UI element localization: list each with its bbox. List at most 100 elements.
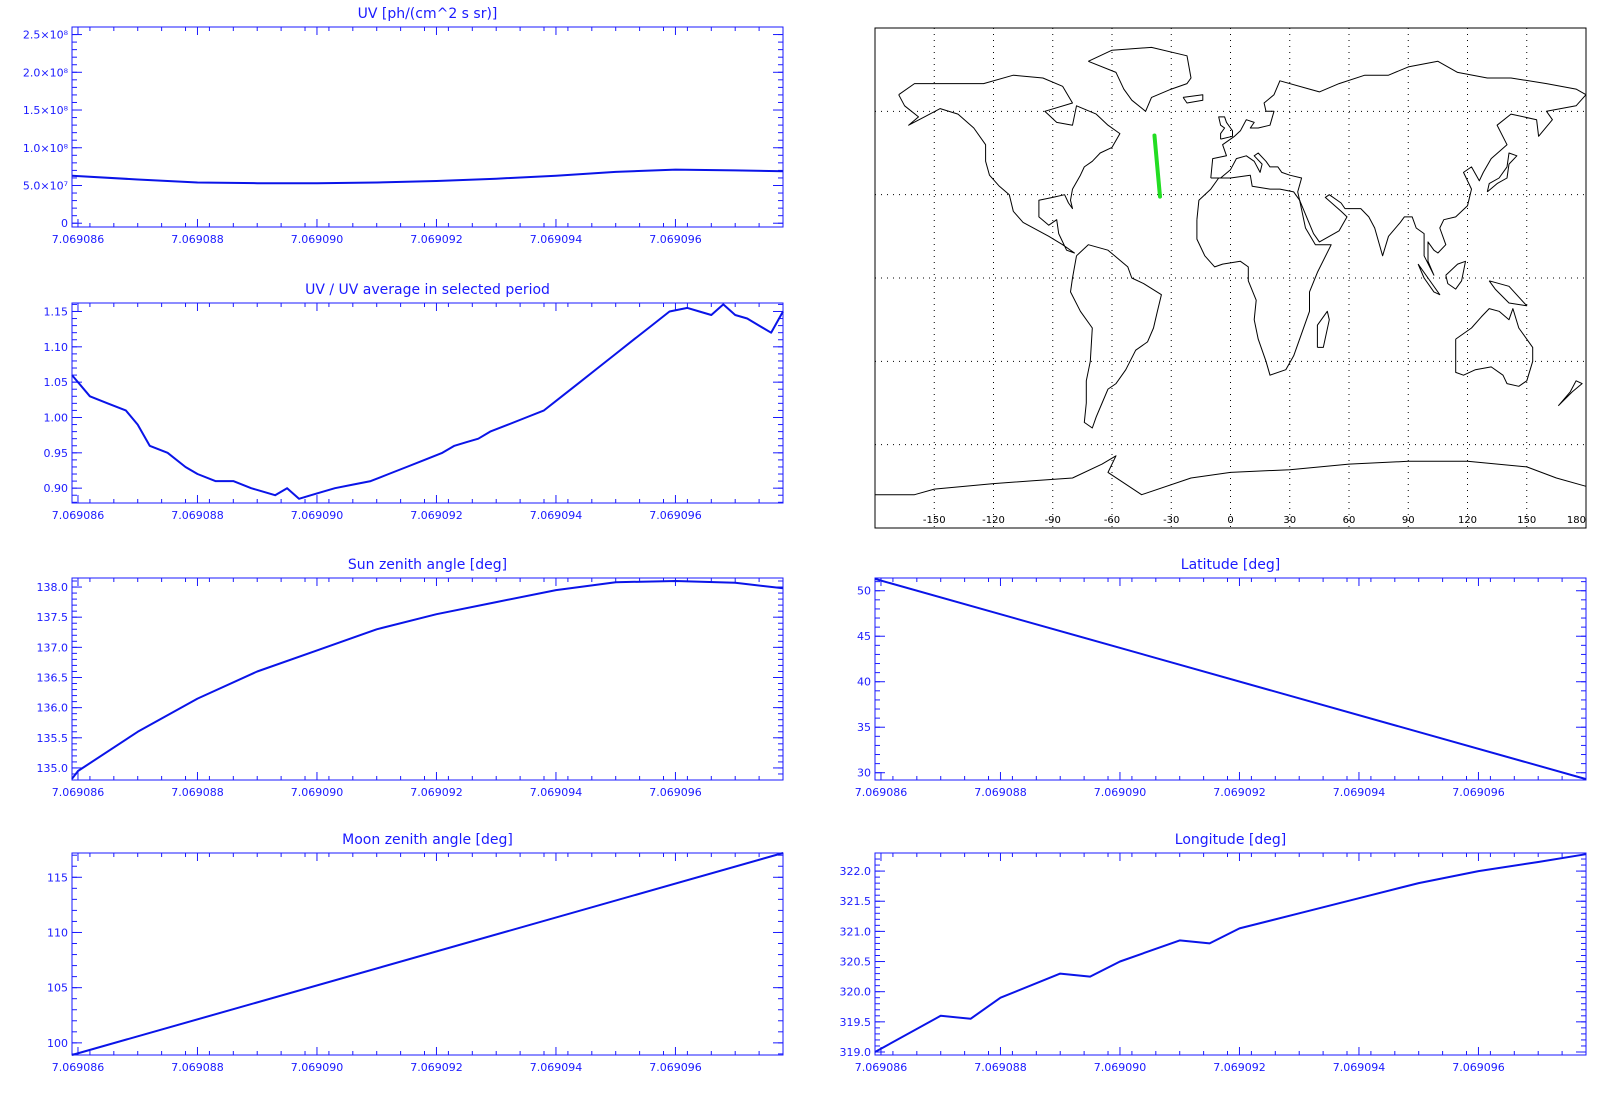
y-tick-label: 320.0 — [840, 986, 872, 999]
chart-ratio: UV / UV average in selected period 7.0690… — [44, 282, 784, 522]
x-tick-label: 7.069086 — [52, 509, 105, 522]
x-tick-label: 7.069086 — [52, 1061, 105, 1074]
y-tick-label: 320.5 — [840, 956, 872, 969]
map-lon-label: -150 — [923, 515, 946, 526]
x-tick-label: 7.069090 — [291, 1061, 344, 1074]
x-tick-label: 7.069086 — [855, 1061, 908, 1074]
x-tick-label: 7.069086 — [855, 786, 908, 799]
y-tick-label: 115 — [47, 871, 68, 884]
chart-mza: Moon zenith angle [deg] 7.069086 7.069088 7… — [47, 832, 784, 1074]
y-tick-label: 136.0 — [37, 702, 69, 715]
y-tick-label: 50 — [857, 585, 871, 598]
coastline — [1316, 310, 1330, 348]
x-tick-label: 7.069096 — [649, 509, 702, 522]
map-lon-label: -30 — [1163, 515, 1179, 526]
coastline — [1445, 260, 1466, 290]
coastline — [1196, 174, 1332, 376]
series-line-uv — [71, 168, 784, 185]
map-lon-label: -90 — [1045, 515, 1061, 526]
coastline — [1088, 46, 1192, 112]
y-tick-label: 322.0 — [840, 865, 872, 878]
x-tick-label: 7.069088 — [171, 786, 224, 799]
map-lon-label: -60 — [1104, 515, 1120, 526]
y-tick-label: 136.5 — [37, 671, 69, 684]
x-tick-label: 7.069090 — [1094, 1061, 1147, 1074]
x-tick-label: 7.069086 — [52, 786, 105, 799]
coastline — [1210, 60, 1587, 276]
world-map: -150 -120 -90 -60 -30 0 30 60 90 120 150 180 — [874, 27, 1587, 529]
x-tick-label: 7.069092 — [410, 509, 463, 522]
y-tick-label: 138.0 — [37, 581, 69, 594]
map-lon-label: 30 — [1283, 515, 1296, 526]
y-tick-label: 2.0×10⁸ — [23, 66, 69, 79]
coastline — [1486, 152, 1518, 193]
map-frame — [874, 27, 1587, 529]
x-tick-label: 7.069088 — [974, 1061, 1027, 1074]
y-tick-label: 35 — [857, 721, 871, 734]
plot-frame — [874, 852, 1587, 1056]
x-tick-label: 7.069094 — [1333, 786, 1386, 799]
y-tick-label: 135.0 — [37, 762, 69, 775]
map-lon-label: -120 — [982, 515, 1005, 526]
x-tick-label: 7.069096 — [1452, 1061, 1505, 1074]
x-tick-label: 7.069088 — [171, 509, 224, 522]
plot-frame — [71, 26, 784, 228]
x-tick-label: 7.069094 — [530, 1061, 583, 1074]
coastline — [1417, 263, 1441, 296]
x-tick-label: 7.069092 — [410, 786, 463, 799]
y-tick-label: 0.95 — [44, 447, 69, 460]
chart-sza: Sun zenith angle [deg] 7.069086 7.069088 7.… — [37, 557, 784, 799]
y-tick-label: 100 — [47, 1037, 68, 1050]
x-tick-label: 7.069090 — [291, 786, 344, 799]
x-tick-label: 7.069090 — [291, 509, 344, 522]
y-tick-label: 1.0×10⁸ — [23, 142, 69, 155]
chart-uv: UV [ph/(cm^2 s sr)] 7.069086 7.069088 7.069… — [23, 6, 784, 246]
x-tick-label: 7.069094 — [530, 786, 583, 799]
coastline — [1557, 380, 1583, 407]
chart-lat: Latitude [deg] 7.069086 7.069088 7.069090 7.… — [855, 557, 1587, 799]
x-tick-label: 7.069094 — [530, 233, 583, 246]
y-tick-label: 135.5 — [37, 732, 69, 745]
y-tick-label: 319.0 — [840, 1046, 872, 1059]
x-tick-label: 7.069090 — [1094, 786, 1147, 799]
x-tick-label: 7.069088 — [171, 233, 224, 246]
series-line-lon — [874, 853, 1587, 1053]
series-line-mza — [71, 852, 784, 1056]
plot-frame — [71, 852, 784, 1056]
y-tick-label: 1.5×10⁸ — [23, 104, 69, 117]
y-tick-label: 321.5 — [840, 895, 872, 908]
map-lon-label: 0 — [1227, 515, 1233, 526]
chart-lon: Longitude [deg] 7.069086 7.069088 7.069090 7… — [840, 832, 1587, 1074]
y-tick-label: 1.00 — [44, 411, 69, 424]
y-tick-label: 30 — [857, 767, 871, 780]
map-lon-label: 150 — [1517, 515, 1536, 526]
coastline — [1218, 116, 1233, 140]
plot-frame — [71, 302, 784, 504]
chart-title: Moon zenith angle [deg] — [342, 832, 513, 848]
x-tick-label: 7.069086 — [52, 233, 105, 246]
chart-title: UV / UV average in selected period — [305, 282, 550, 298]
x-tick-label: 7.069088 — [974, 786, 1027, 799]
coastline — [1182, 94, 1204, 104]
map-lon-label: 60 — [1343, 515, 1356, 526]
y-tick-label: 137.0 — [37, 641, 69, 654]
map-lon-label: 90 — [1402, 515, 1415, 526]
x-tick-label: 7.069092 — [1213, 1061, 1266, 1074]
y-tick-label: 1.15 — [44, 305, 69, 318]
series-line-ratio — [71, 303, 784, 500]
x-tick-label: 7.069094 — [1333, 1061, 1386, 1074]
plot-frame — [71, 577, 784, 781]
x-tick-label: 7.069096 — [649, 1061, 702, 1074]
y-tick-label: 0 — [61, 217, 68, 230]
x-tick-label: 7.069096 — [1452, 786, 1505, 799]
chart-title: Sun zenith angle [deg] — [348, 557, 507, 573]
chart-title: Latitude [deg] — [1181, 557, 1280, 573]
series-line-lat — [874, 577, 1587, 781]
y-tick-label: 5.0×10⁷ — [23, 179, 68, 192]
coastline — [1455, 308, 1534, 387]
y-tick-label: 321.0 — [840, 925, 872, 938]
map-lon-label: 180 — [1567, 515, 1586, 526]
x-tick-label: 7.069092 — [410, 233, 463, 246]
coastline — [898, 74, 1121, 254]
